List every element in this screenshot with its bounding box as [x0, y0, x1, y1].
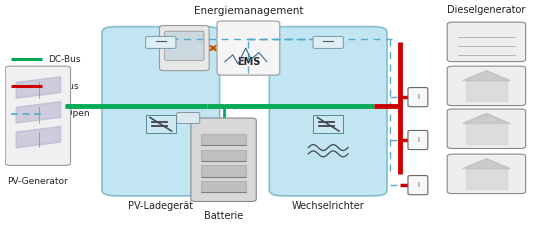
Text: Wechselrichter: Wechselrichter	[292, 202, 364, 212]
Polygon shape	[466, 81, 507, 101]
Polygon shape	[466, 169, 507, 189]
Polygon shape	[463, 71, 510, 81]
Text: DC-Bus: DC-Bus	[48, 55, 81, 64]
Text: Batterie: Batterie	[204, 210, 243, 220]
FancyBboxPatch shape	[5, 66, 71, 165]
FancyBboxPatch shape	[165, 31, 204, 60]
Bar	[146, 115, 176, 133]
FancyBboxPatch shape	[447, 154, 526, 194]
FancyBboxPatch shape	[217, 21, 280, 75]
Text: PV-Ladegerät: PV-Ladegerät	[128, 202, 193, 212]
FancyBboxPatch shape	[269, 27, 387, 196]
Text: i: i	[417, 182, 419, 188]
FancyBboxPatch shape	[408, 131, 428, 150]
Polygon shape	[463, 114, 510, 123]
Text: Dieselgenerator: Dieselgenerator	[447, 5, 525, 15]
Text: PV-Generator: PV-Generator	[7, 177, 68, 186]
FancyBboxPatch shape	[408, 88, 428, 107]
Text: i: i	[417, 137, 419, 143]
Text: EMS: EMS	[236, 57, 260, 67]
Polygon shape	[466, 123, 507, 144]
FancyBboxPatch shape	[191, 118, 256, 202]
FancyBboxPatch shape	[146, 36, 176, 48]
FancyBboxPatch shape	[159, 25, 209, 71]
Text: AC-Bus: AC-Bus	[48, 82, 80, 91]
Polygon shape	[463, 159, 510, 169]
Text: CanOpen: CanOpen	[48, 109, 90, 118]
FancyBboxPatch shape	[313, 36, 343, 48]
Bar	[313, 115, 343, 133]
FancyBboxPatch shape	[102, 27, 220, 196]
FancyBboxPatch shape	[447, 66, 526, 106]
Text: i: i	[417, 94, 419, 100]
FancyBboxPatch shape	[447, 22, 526, 62]
FancyBboxPatch shape	[447, 109, 526, 148]
Text: Energiemanagement: Energiemanagement	[194, 6, 303, 16]
FancyBboxPatch shape	[408, 175, 428, 195]
FancyBboxPatch shape	[177, 113, 200, 123]
